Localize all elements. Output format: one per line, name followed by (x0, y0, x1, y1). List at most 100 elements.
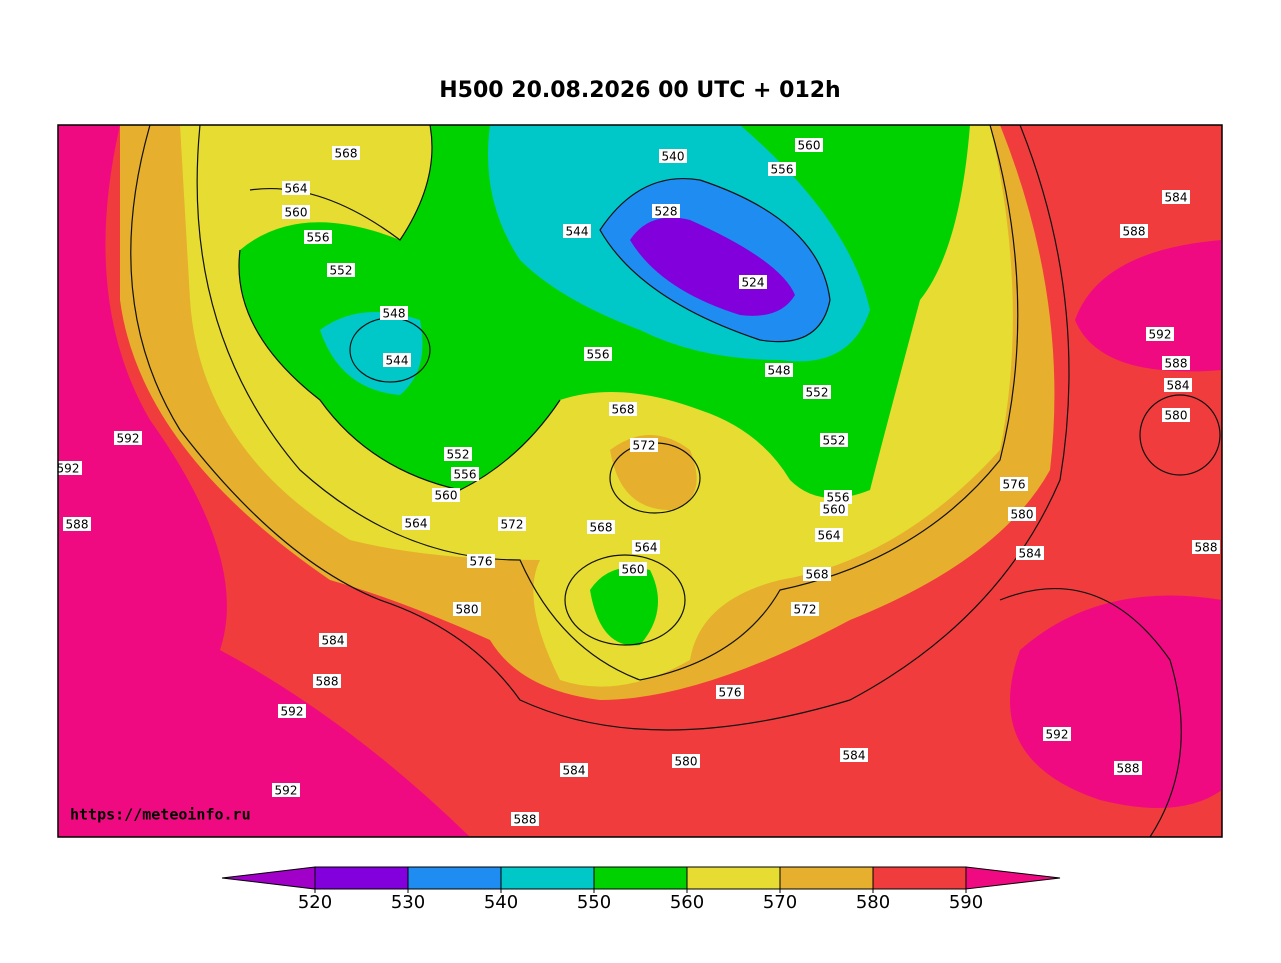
contour-label-bg (402, 516, 430, 530)
contour-label: 588 (1117, 762, 1140, 776)
contour-label: 544 (386, 354, 409, 368)
contour-label: 576 (470, 555, 493, 569)
contour-label: 564 (635, 541, 658, 555)
contour-label-bg (739, 275, 767, 289)
contour-label: 584 (1165, 191, 1188, 205)
contour-line (999, 588, 1182, 837)
map-frame (57, 124, 1223, 838)
contour-label: 568 (335, 147, 358, 161)
contour-label-bg (1162, 190, 1190, 204)
contour-label-bg (63, 517, 91, 531)
contour-label: 560 (285, 206, 308, 220)
height-region (630, 217, 795, 316)
contour-label-bg (659, 149, 687, 163)
contour-label-bg (383, 353, 411, 367)
contour-label: 580 (456, 603, 479, 617)
contour-label: 568 (612, 403, 635, 417)
contour-label: 588 (1165, 357, 1188, 371)
contour-label-bg (467, 554, 495, 568)
contour-line (130, 125, 1070, 731)
contour-label: 560 (435, 489, 458, 503)
contour-label-bg (282, 181, 310, 195)
contour-label: 584 (843, 749, 866, 763)
colorbar-segment (500, 866, 595, 890)
height-region (590, 567, 658, 646)
contour-label-bg (1120, 224, 1148, 238)
contour-label: 584 (1167, 379, 1190, 393)
colorbar-tick-label: 530 (391, 892, 425, 913)
contour-label: 580 (1165, 409, 1188, 423)
contour-label-bg (791, 602, 819, 616)
map-title: H500 20.08.2026 00 UTC + 012h (439, 78, 840, 103)
contour-label-bg (587, 520, 615, 534)
height-region (320, 312, 423, 395)
contour-label: 548 (383, 307, 406, 321)
contour-label: 556 (771, 163, 794, 177)
contour-label: 552 (823, 434, 846, 448)
contour-label: 528 (655, 205, 678, 219)
colorbar-segment (593, 866, 688, 890)
contour-label-bg (54, 461, 82, 475)
contour-label-bg (304, 230, 332, 244)
watermark: https://meteoinfo.ru (70, 806, 251, 824)
contour-label: 560 (798, 139, 821, 153)
contour-label-bg (1114, 761, 1142, 775)
contour-line (196, 125, 1019, 681)
contour-label-bg (584, 347, 612, 361)
contour-label: 576 (1003, 478, 1026, 492)
contour-label: 556 (827, 491, 850, 505)
contour-label-bg (560, 763, 588, 777)
contour-label: 552 (330, 264, 353, 278)
contour-label: 584 (1019, 547, 1042, 561)
contour-label: 568 (590, 521, 613, 535)
contour-label-bg (511, 812, 539, 826)
colorbar-segment (872, 866, 967, 890)
contour-label: 572 (501, 518, 524, 532)
contour-label: 524 (742, 276, 765, 290)
contour-label-bg (1043, 727, 1071, 741)
contour-label-bg (672, 754, 700, 768)
contour-label-bg (768, 162, 796, 176)
contour-label-bg (313, 674, 341, 688)
contour-label: 556 (307, 231, 330, 245)
contour-label: 540 (662, 150, 685, 164)
colorbar-tick-label: 590 (949, 892, 983, 913)
contour-label-bg (380, 306, 408, 320)
colorbar-segment (686, 866, 781, 890)
colorbar-segment (314, 866, 409, 890)
contour-label: 560 (823, 503, 846, 517)
colorbar-segment (407, 866, 502, 890)
height-region (58, 125, 470, 837)
contour-label: 588 (514, 813, 537, 827)
height-region (1075, 240, 1222, 372)
colorbar-tick-label: 540 (484, 892, 518, 913)
contour-label-bg (716, 685, 744, 699)
contour-label-bg (820, 502, 848, 516)
colorbar-tick-label: 520 (298, 892, 332, 913)
contour-label-bg (840, 748, 868, 762)
contour-label-bg (619, 562, 647, 576)
colorbar-tick-label: 580 (856, 892, 890, 913)
contour-label-bg (1164, 378, 1192, 392)
colorbar-tick-label: 560 (670, 892, 704, 913)
contour-label: 572 (794, 603, 817, 617)
contour-label-bg (1192, 540, 1220, 554)
contour-label: 592 (281, 705, 304, 719)
contour-label: 592 (275, 784, 298, 798)
contour-label: 564 (285, 182, 308, 196)
contour-label: 580 (1011, 508, 1034, 522)
contour-label: 556 (587, 348, 610, 362)
contour-label: 560 (622, 563, 645, 577)
contour-label-bg (803, 567, 831, 581)
contour-label-bg (630, 438, 658, 452)
colorbar-tick-label: 570 (763, 892, 797, 913)
contour-label-bg (1016, 546, 1044, 560)
contour-line (599, 178, 831, 343)
contour-label: 588 (66, 518, 89, 532)
height-region (610, 435, 697, 510)
contour-label: 580 (675, 755, 698, 769)
contour-label: 588 (1123, 225, 1146, 239)
contour-label-bg (1008, 507, 1036, 521)
contour-label: 592 (1149, 328, 1172, 342)
